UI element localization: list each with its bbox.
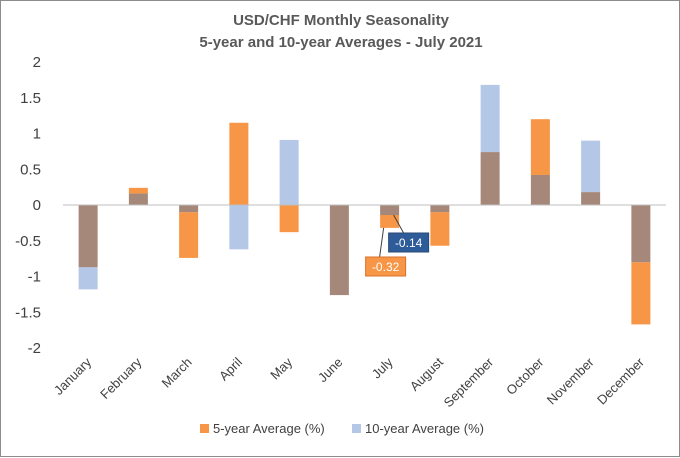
bars <box>78 84 651 325</box>
x-tick-label: November <box>544 354 597 407</box>
legend-label-10yr: 10-year Average (%) <box>365 421 484 436</box>
x-tick-label: January <box>51 354 95 398</box>
x-axis-labels: January February March April May June July Augu… <box>51 354 648 410</box>
gridlines <box>63 61 666 349</box>
y-tick-label: -2 <box>28 340 41 357</box>
callout-leader <box>379 227 385 258</box>
x-tick-label: April <box>216 354 245 383</box>
bar-overlap <box>329 205 349 296</box>
bar-10yr <box>78 267 98 290</box>
y-tick-label: -1.5 <box>15 304 41 321</box>
legend-label-5yr: 5-year Average (%) <box>213 421 325 436</box>
x-tick-label: September <box>441 354 497 410</box>
x-tick-label: February <box>97 354 145 402</box>
bar-5yr <box>430 212 450 246</box>
bar-overlap <box>78 205 98 268</box>
callout-label-5yr: -0.32 <box>372 260 400 274</box>
bar-overlap <box>480 152 500 205</box>
bar-5yr <box>631 262 651 325</box>
bar-10yr <box>581 140 601 193</box>
y-tick-label: -0.5 <box>15 233 41 250</box>
bar-10yr <box>229 205 249 250</box>
x-tick-label: March <box>159 355 195 391</box>
bar-overlap <box>430 205 450 213</box>
annotations: -0.14 -0.32 <box>365 214 430 277</box>
x-tick-label: July <box>369 354 396 381</box>
bar-10yr <box>480 84 500 153</box>
bar-overlap <box>179 205 199 213</box>
bar-5yr <box>380 215 400 228</box>
callout-leader <box>393 214 405 234</box>
y-tick-label: 1 <box>33 126 41 143</box>
callout-label-10yr: -0.14 <box>395 236 423 250</box>
legend-swatch-5yr <box>200 424 209 433</box>
bar-5yr <box>279 205 299 233</box>
y-tick-label: -1 <box>28 269 41 286</box>
legend-swatch-10yr <box>352 424 361 433</box>
y-tick-label: 2 <box>33 54 41 71</box>
bar-5yr <box>179 212 199 258</box>
bar-overlap <box>380 205 400 216</box>
y-tick-label: 1.5 <box>20 90 41 107</box>
bar-overlap <box>631 205 651 263</box>
y-axis-ticks: 2 1.5 1 0.5 0 -0.5 -1 -1.5 -2 <box>15 54 41 357</box>
x-tick-label: May <box>267 354 295 382</box>
callout-box-5yr <box>365 256 407 277</box>
chart-title: USD/CHF Monthly Seasonality <box>233 12 450 29</box>
x-tick-label: October <box>503 354 547 398</box>
y-tick-label: 0 <box>33 197 41 214</box>
x-tick-label: June <box>315 355 346 386</box>
x-tick-label: August <box>407 354 446 393</box>
bar-10yr <box>279 139 299 205</box>
bar-overlap <box>530 174 550 205</box>
bar-5yr <box>530 119 550 175</box>
bar-5yr <box>229 122 249 205</box>
callout-box-10yr <box>388 232 430 253</box>
bar-overlap <box>128 193 148 205</box>
chart-subtitle: 5-year and 10-year Averages - July 2021 <box>199 34 482 51</box>
x-tick-label: December <box>594 354 647 407</box>
bar-5yr <box>128 187 148 194</box>
legend: 5-year Average (%) 10-year Average (%) <box>200 421 484 436</box>
y-tick-label: 0.5 <box>20 161 41 178</box>
bar-overlap <box>581 192 601 205</box>
